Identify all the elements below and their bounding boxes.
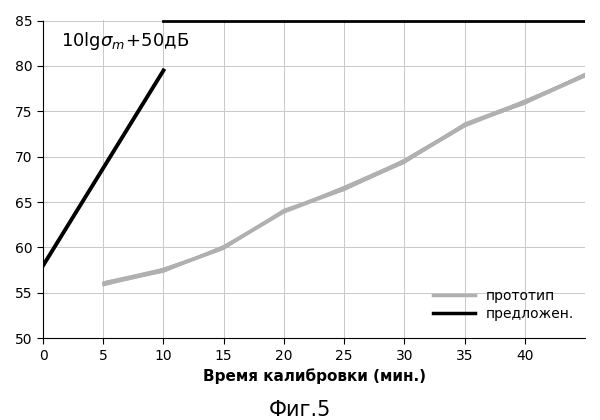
- Legend: прототип, предложен.: прототип, предложен.: [428, 284, 578, 325]
- Text: Фиг.5: Фиг.5: [269, 400, 331, 420]
- X-axis label: Время калибровки (мин.): Время калибровки (мин.): [203, 368, 425, 384]
- Text: $10\mathrm{lg}\sigma_m\!+\!50$дБ: $10\mathrm{lg}\sigma_m\!+\!50$дБ: [61, 30, 189, 52]
